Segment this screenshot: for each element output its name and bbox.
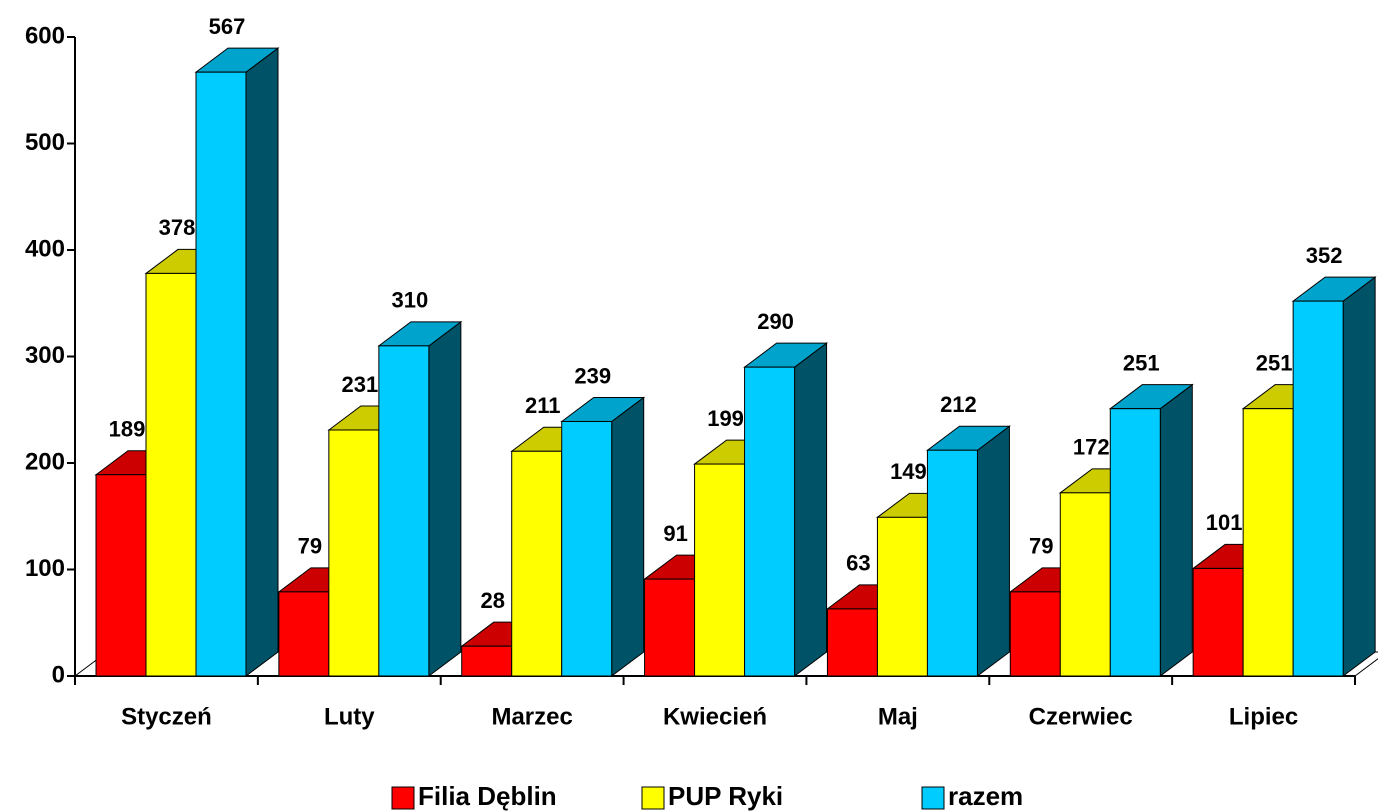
legend-label: razem bbox=[948, 781, 1023, 811]
data-label: 290 bbox=[757, 309, 794, 334]
data-label: 310 bbox=[391, 288, 428, 313]
data-label: 172 bbox=[1073, 435, 1110, 460]
bar bbox=[926, 449, 978, 677]
bar bbox=[694, 463, 746, 677]
x-tick-label: Kwiecień bbox=[663, 703, 767, 730]
x-tick-label: Marzec bbox=[491, 703, 572, 730]
data-label: 149 bbox=[890, 459, 927, 484]
bar bbox=[1059, 492, 1111, 677]
bar-side bbox=[428, 320, 462, 677]
bar bbox=[278, 591, 330, 677]
bar bbox=[1292, 300, 1344, 677]
x-tick-label: Czerwiec bbox=[1029, 703, 1133, 730]
legend-swatch bbox=[641, 786, 665, 810]
bar bbox=[1009, 591, 1061, 677]
bar bbox=[644, 578, 696, 677]
x-tick-label: Styczeń bbox=[121, 703, 212, 730]
data-label: 352 bbox=[1306, 243, 1343, 268]
bar bbox=[1109, 408, 1161, 677]
data-label: 239 bbox=[574, 363, 611, 388]
data-label: 63 bbox=[846, 551, 870, 576]
data-label: 91 bbox=[663, 521, 687, 546]
x-tick-label: Lipiec bbox=[1229, 703, 1298, 730]
data-label: 199 bbox=[707, 406, 744, 431]
y-tick-label: 600 bbox=[25, 22, 65, 49]
data-label: 251 bbox=[1256, 350, 1293, 375]
data-label: 251 bbox=[1123, 350, 1160, 375]
data-label: 189 bbox=[109, 417, 146, 442]
bar bbox=[195, 71, 247, 677]
bar bbox=[95, 474, 147, 677]
data-label: 28 bbox=[480, 588, 504, 613]
data-label: 378 bbox=[159, 215, 196, 240]
bar bbox=[876, 516, 928, 677]
data-label: 79 bbox=[298, 534, 322, 559]
bar-side bbox=[1159, 383, 1193, 677]
legend-label: PUP Ryki bbox=[668, 781, 783, 811]
legend-label: Filia Dęblin bbox=[418, 781, 557, 811]
bar bbox=[744, 366, 796, 677]
x-tick-label: Maj bbox=[878, 703, 918, 730]
bar-side bbox=[611, 396, 645, 677]
y-tick-label: 400 bbox=[25, 235, 65, 262]
x-tick-label: Luty bbox=[324, 703, 375, 730]
y-tick-label: 100 bbox=[25, 555, 65, 582]
bar-side bbox=[976, 425, 1010, 677]
y-tick-label: 0 bbox=[52, 661, 65, 688]
bar bbox=[1192, 567, 1244, 677]
data-label: 212 bbox=[940, 392, 977, 417]
bar bbox=[145, 272, 197, 677]
bar bbox=[328, 429, 380, 677]
data-label: 101 bbox=[1206, 510, 1243, 535]
bar bbox=[826, 608, 878, 677]
bar-side bbox=[1342, 276, 1376, 677]
bar-side bbox=[245, 47, 279, 677]
bar bbox=[378, 345, 430, 677]
y-tick-label: 500 bbox=[25, 129, 65, 156]
bar bbox=[511, 450, 563, 677]
y-tick-label: 300 bbox=[25, 342, 65, 369]
data-label: 567 bbox=[209, 14, 246, 39]
bar bbox=[461, 645, 513, 677]
data-label: 79 bbox=[1029, 534, 1053, 559]
legend-swatch bbox=[391, 786, 415, 810]
data-label: 231 bbox=[341, 372, 378, 397]
legend-swatch bbox=[921, 786, 945, 810]
bar bbox=[1242, 408, 1294, 677]
data-label: 211 bbox=[525, 393, 561, 418]
y-tick-label: 200 bbox=[25, 448, 65, 475]
bar-side bbox=[794, 342, 828, 677]
bar bbox=[561, 420, 613, 677]
